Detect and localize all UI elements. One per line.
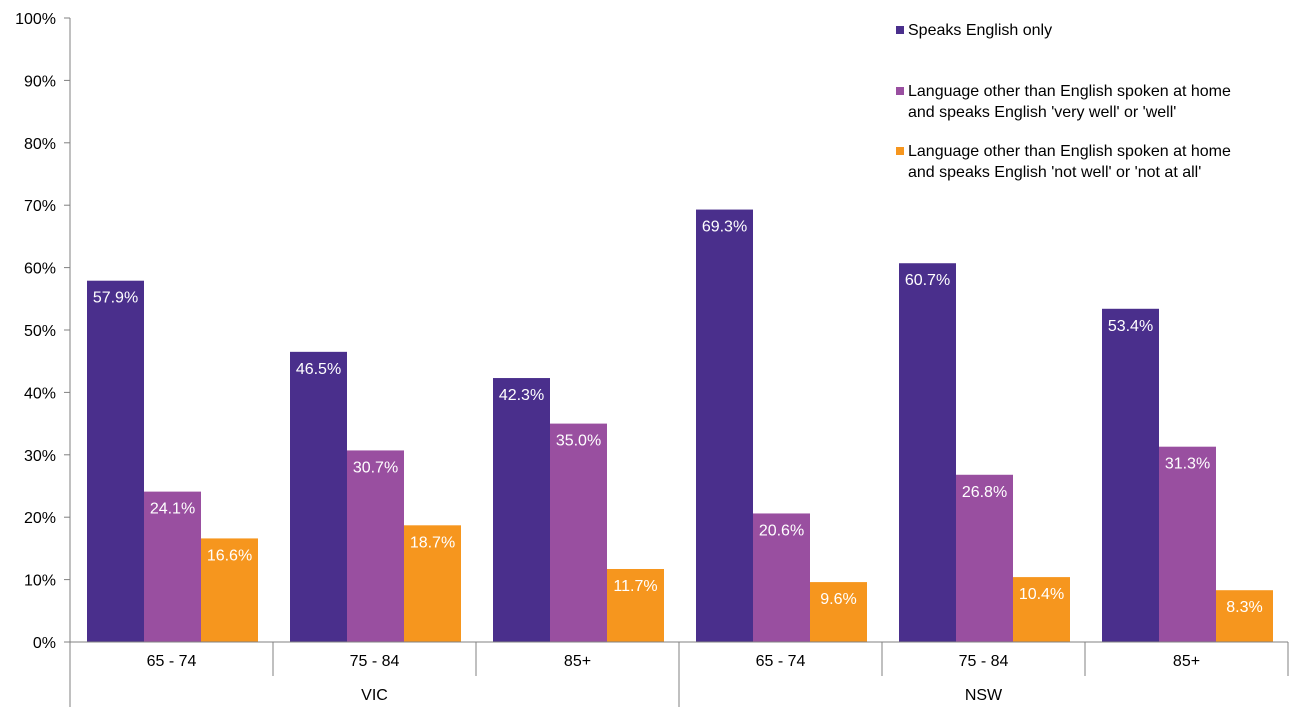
data-label: 10.4% [1019,586,1064,603]
bar [1159,446,1216,642]
data-label: 20.6% [759,522,804,539]
legend-label-line: and speaks English 'not well' or 'not at… [908,164,1202,181]
category-label: 75 - 84 [959,653,1009,670]
bar [607,568,664,642]
category-label: 75 - 84 [350,653,400,670]
group-label: VIC [361,687,388,704]
data-label: 69.3% [702,219,747,236]
y-tick-label: 50% [24,323,56,340]
legend-item-speaks-english-only: Speaks English only [896,20,1052,41]
y-tick-label: 90% [24,73,56,90]
bar [696,209,753,642]
bar [1102,308,1159,642]
data-label: 11.7% [613,578,657,595]
data-label: 18.7% [410,534,455,551]
legend-label-line: Language other than English spoken at ho… [908,143,1231,160]
data-label: 9.6% [820,591,856,608]
category-label: 85+ [1173,653,1200,670]
data-label: 53.4% [1108,318,1153,335]
legend-swatch-not-well-or-not-at-all [896,147,904,155]
bar [956,474,1013,642]
legend-item-not-well-or-not-at-all: Language other than English spoken at ho… [896,141,1231,183]
data-label: 42.3% [499,387,544,404]
bar [1216,590,1273,642]
data-label: 46.5% [296,361,341,378]
data-label: 35.0% [556,433,601,450]
y-tick-label: 70% [24,198,56,215]
legend-item-very-well-or-well: Language other than English spoken at ho… [896,81,1231,123]
bar [347,450,404,642]
y-tick-label: 40% [24,385,56,402]
data-label: 26.8% [962,484,1007,501]
y-tick-label: 100% [15,11,56,28]
data-label: 60.7% [905,272,950,289]
y-tick-label: 20% [24,510,56,527]
y-tick-label: 30% [24,448,56,465]
category-label: 65 - 74 [147,653,197,670]
category-label: 85+ [564,653,591,670]
legend-swatch-very-well-or-well [896,87,904,95]
bar [493,378,550,642]
bar [550,423,607,642]
y-tick-label: 0% [33,635,56,652]
group-label: NSW [965,687,1003,704]
y-tick-label: 80% [24,136,56,153]
y-tick-label: 60% [24,261,56,278]
data-label: 30.7% [353,459,398,476]
bar [404,525,461,642]
category-label: 65 - 74 [756,653,806,670]
y-tick-label: 10% [24,573,56,590]
bar [753,513,810,642]
bar [810,582,867,642]
bar [1013,577,1070,642]
bar [201,538,258,642]
legend-label-line: and speaks English 'very well' or 'well' [908,104,1177,121]
bar [290,351,347,642]
legend-swatch-speaks-english-only [896,26,904,34]
bar [144,491,201,642]
bar [899,263,956,642]
data-label: 8.3% [1226,599,1262,616]
bar [87,280,144,642]
data-label: 57.9% [93,290,138,307]
data-label: 16.6% [207,547,252,564]
legend-label-line: Speaks English only [908,22,1053,39]
data-label: 24.1% [150,501,195,518]
legend-label-line: Language other than English spoken at ho… [908,83,1231,100]
data-label: 31.3% [1165,456,1210,473]
